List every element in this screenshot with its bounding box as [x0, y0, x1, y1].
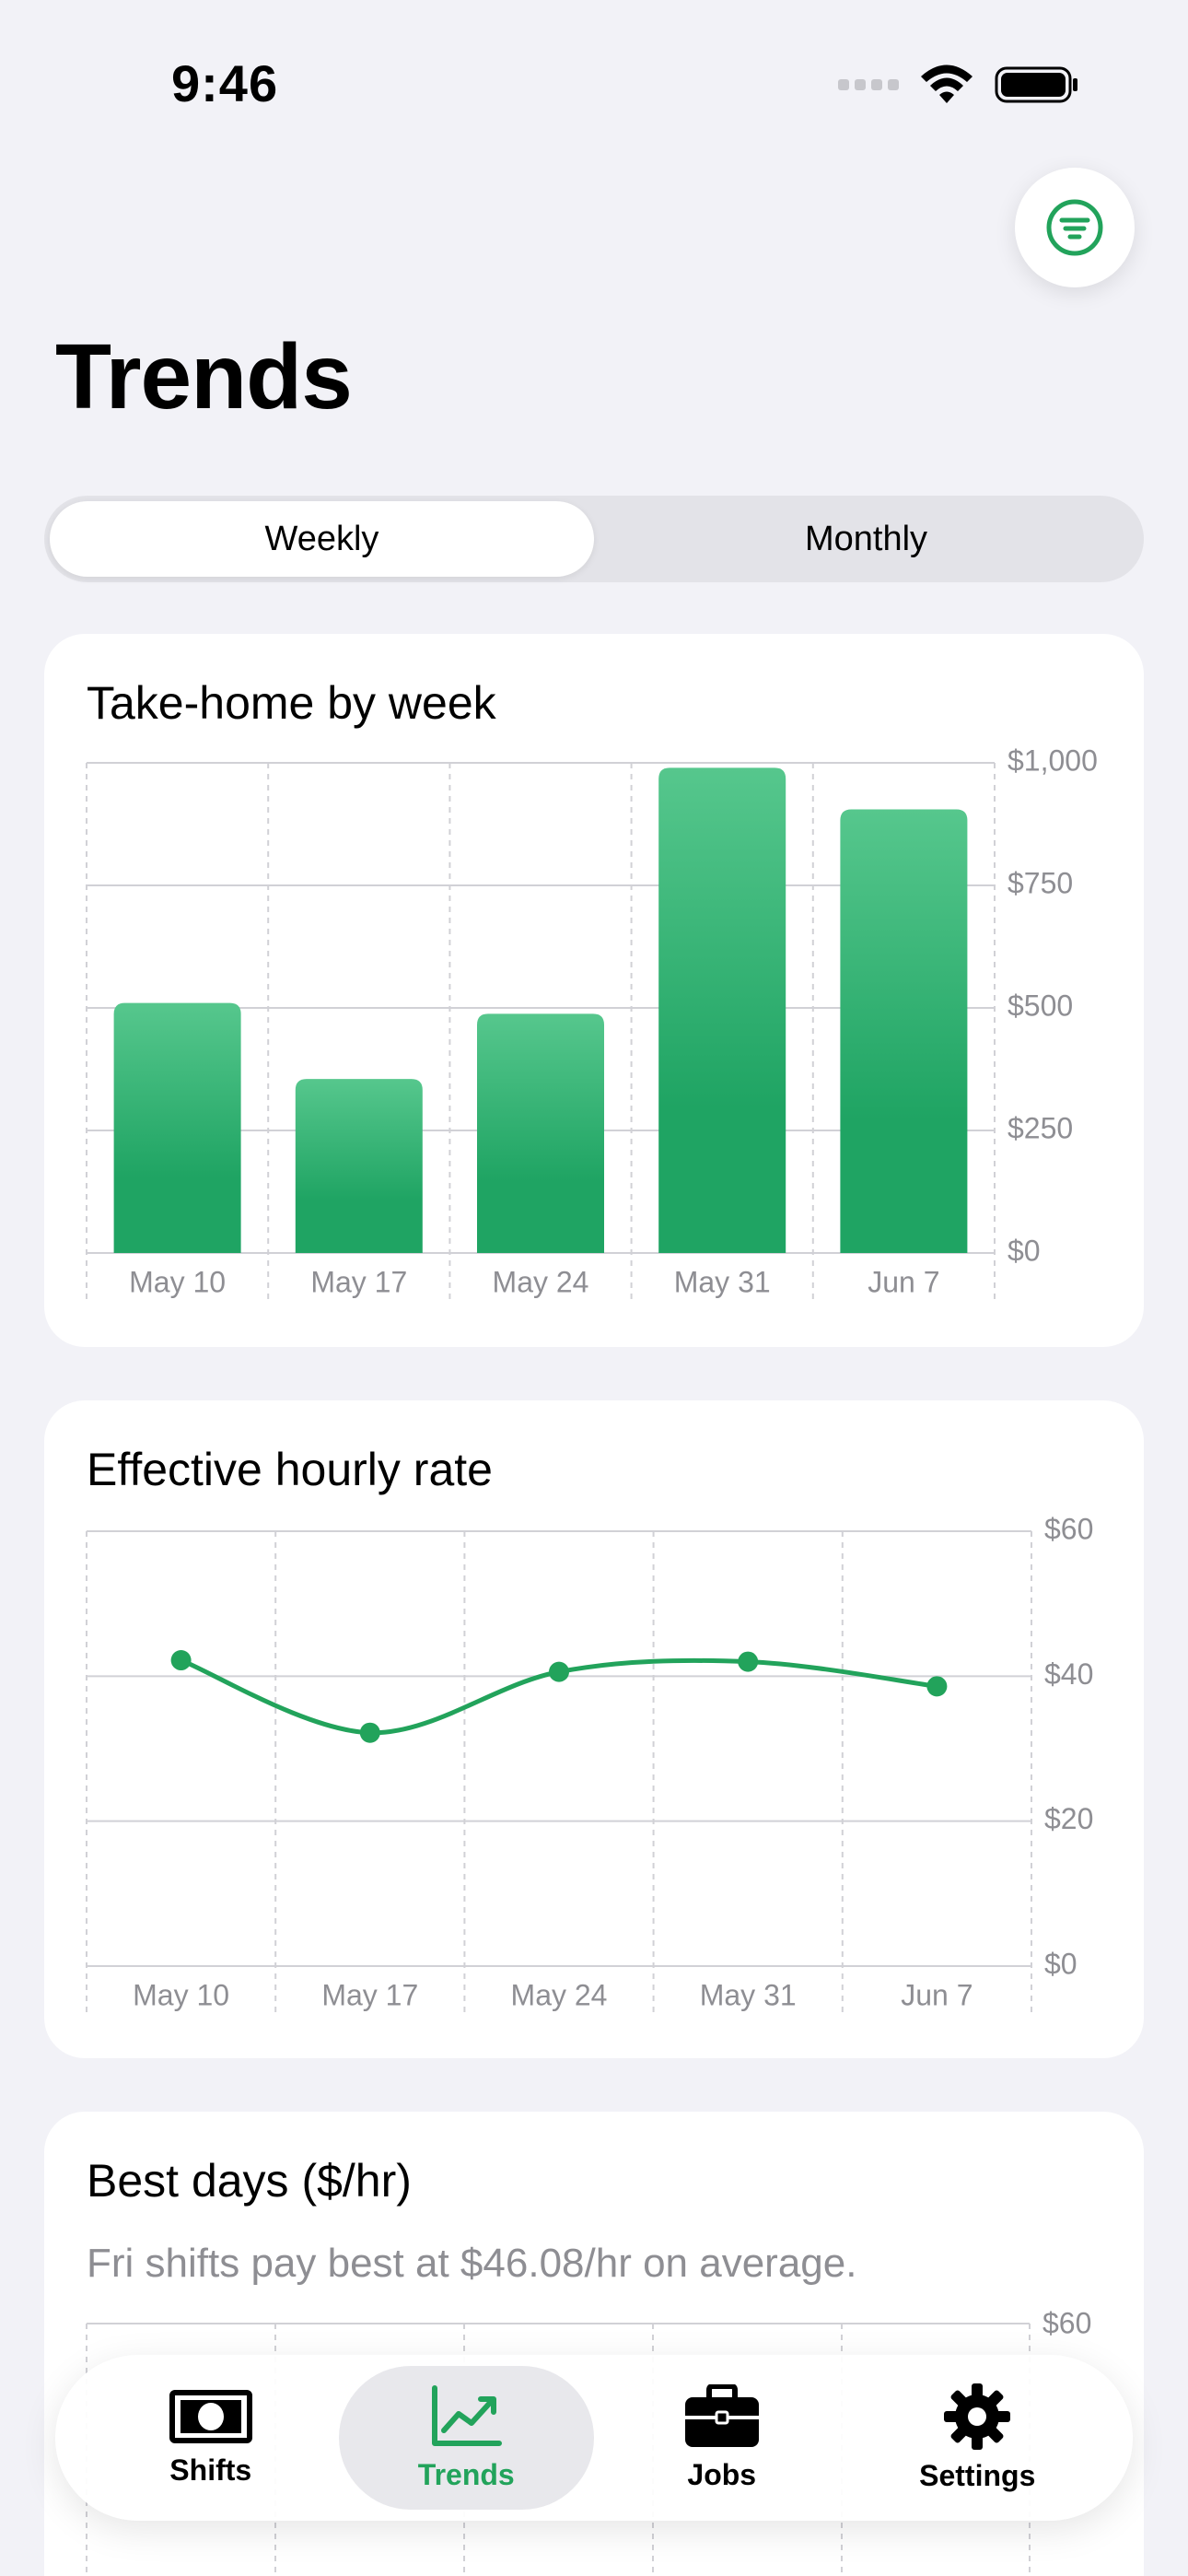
bar-chart-y-tick: $750 [1007, 866, 1073, 899]
briefcase-icon [684, 2383, 759, 2447]
status-icons [838, 64, 1079, 105]
tab-jobs[interactable]: Jobs [594, 2366, 850, 2510]
hourly-rate-point [549, 1661, 569, 1682]
segment-monthly[interactable]: Monthly [804, 519, 928, 558]
take-home-bar [840, 809, 968, 1253]
period-segmented-control: Weekly Monthly [44, 496, 1144, 582]
tab-settings-label: Settings [919, 2458, 1036, 2492]
bar-chart-x-label: May 17 [310, 1265, 407, 1298]
hourly-rate-line-chart: $0 $20 $40 $60 May 10 May 17 May 24 May 31 Jun 7 [86, 1512, 1093, 2012]
tab-settings[interactable]: Settings [850, 2366, 1106, 2510]
line-chart-x-label: May 31 [700, 1978, 797, 2011]
banknote-icon [169, 2389, 252, 2443]
hourly-rate-point [926, 1676, 948, 1697]
bar-chart-y-tick: $250 [1007, 1111, 1073, 1144]
line-chart-y-tick: $40 [1044, 1657, 1093, 1691]
tab-trends-label: Trends [417, 2457, 515, 2491]
bar-chart-x-label: May 31 [674, 1265, 771, 1298]
tab-shifts-label: Shifts [169, 2453, 252, 2487]
tab-bar: Shifts Trends Jobs [55, 2355, 1133, 2521]
bar-chart-y-tick: $1,000 [1007, 744, 1098, 777]
take-home-bar [295, 1079, 423, 1253]
bar-chart-x-label: May 24 [493, 1265, 589, 1298]
status-time: 9:46 [171, 54, 279, 112]
segment-weekly[interactable]: Weekly [50, 501, 594, 577]
page-title: Trends [55, 325, 353, 428]
bar-chart-y-tick: $500 [1007, 989, 1073, 1022]
line-chart-y-tick: $20 [1044, 1802, 1093, 1835]
line-chart-x-label: Jun 7 [901, 1978, 973, 2011]
bar-chart-x-label: Jun 7 [868, 1265, 939, 1298]
filter-lines-icon [1046, 199, 1103, 256]
tab-shifts[interactable]: Shifts [83, 2366, 339, 2510]
status-bar: 9:46 [0, 0, 1188, 175]
best-days-chart: $60 [86, 2306, 1091, 2576]
take-home-title: Take-home by week [87, 677, 496, 729]
hourly-rate-point [170, 1650, 192, 1671]
bar-chart-x-label: May 10 [129, 1265, 226, 1298]
take-home-bar-chart: $0 $250 $500 $750 $1,000 May 10 May 17 May 24 Ma… [86, 744, 1098, 1299]
battery-icon [995, 66, 1077, 103]
take-home-bar [658, 767, 786, 1253]
hourly-rate-point [738, 1651, 759, 1672]
best-days-y-tick: $60 [1042, 2306, 1091, 2339]
take-home-bar [477, 1013, 604, 1253]
line-chart-y-tick: $0 [1044, 1947, 1077, 1980]
line-chart-x-label: May 17 [321, 1978, 418, 2011]
take-home-card: Take-home by week $0 $250 $500 $750 $1,000 Ma… [44, 634, 1144, 1347]
tab-trends[interactable]: Trends [338, 2366, 594, 2510]
chart-line-uptrend-icon [432, 2384, 503, 2446]
wifi-icon [921, 64, 973, 103]
take-home-bar [113, 1002, 241, 1253]
best-days-insight: Fri shifts pay best at $46.08/hr on aver… [87, 2241, 857, 2286]
line-chart-x-label: May 24 [511, 1978, 608, 2011]
line-chart-y-tick: $60 [1044, 1512, 1093, 1545]
filter-button[interactable] [1015, 168, 1135, 287]
gear-icon [944, 2383, 1011, 2450]
hourly-rate-card: Effective hourly rate $0 $20 $40 $60 May 10 M… [44, 1400, 1144, 2058]
best-days-title: Best days ($/hr) [87, 2155, 412, 2207]
bar-chart-y-tick: $0 [1007, 1234, 1041, 1267]
tab-jobs-label: Jobs [687, 2457, 757, 2491]
line-chart-x-label: May 10 [133, 1978, 229, 2011]
cellular-signal-icon [838, 79, 899, 90]
hourly-rate-title: Effective hourly rate [87, 1444, 493, 1495]
hourly-rate-point [359, 1722, 380, 1743]
